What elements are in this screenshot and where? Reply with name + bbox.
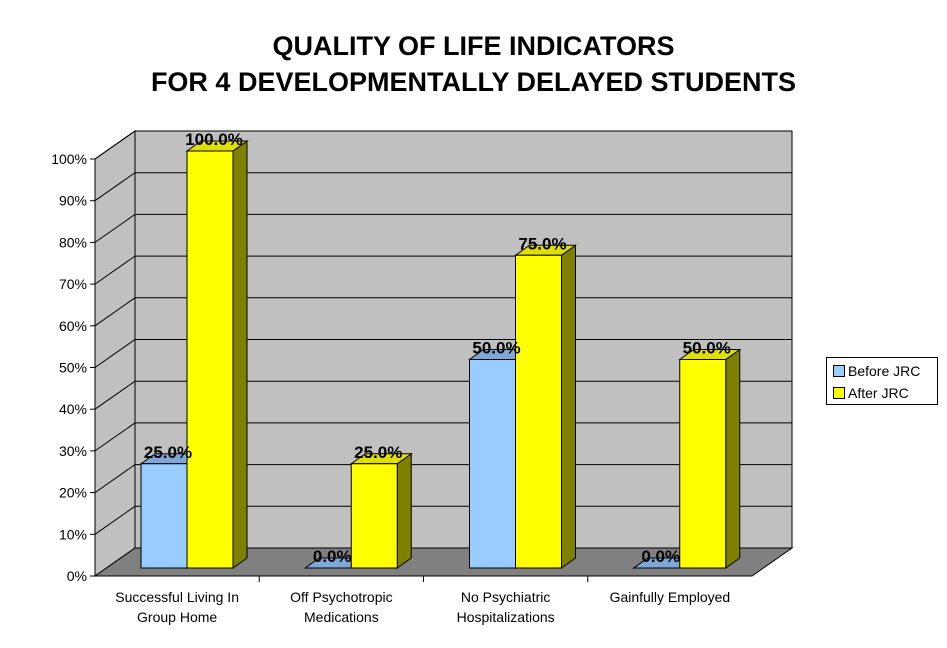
chart-title-line-1: QUALITY OF LIFE INDICATORS [272, 31, 675, 61]
bar-after-3 [678, 348, 742, 569]
data-label: 25.0% [354, 443, 402, 462]
bar-side [396, 452, 412, 569]
data-labels: 25.0% 100.0% 0.0% 25.0% 50.0% 75.0% 0.0% 50.0% [144, 130, 731, 566]
gridline [94, 172, 792, 202]
data-label: 50.0% [472, 339, 520, 358]
y-tick-label: 20% [59, 485, 87, 501]
y-tick-label: 40% [59, 401, 87, 417]
bar-side [232, 140, 248, 569]
bar-front [679, 359, 727, 569]
y-tick-label: 70% [59, 276, 87, 292]
legend-item-before: Before JRC [833, 361, 920, 381]
axes [90, 158, 752, 582]
legend-swatch-before [833, 365, 845, 377]
y-tick-label: 0% [67, 568, 87, 584]
y-tick-label: 80% [59, 234, 87, 250]
category-label: Hospitalizations [457, 609, 555, 625]
y-tick-label: 100% [51, 151, 87, 167]
data-label: 0.0% [313, 547, 352, 566]
bar-after-0 [185, 140, 249, 569]
bar-side [561, 244, 576, 569]
category-label: Group Home [137, 609, 217, 625]
bar-after-1 [349, 452, 413, 569]
gridline [94, 213, 792, 243]
category-labels: Successful Living In Group Home Off Psycho… [115, 589, 730, 625]
chart-title: QUALITY OF LIFE INDICATORS FOR 4 DEVELOP… [0, 28, 947, 100]
legend-item-after: After JRC [833, 383, 909, 403]
category-label: Off Psychotropic [290, 589, 392, 605]
y-tick-labels: 0% 10% 20% 30% 40% 50% 60% 70% 80% 90% 100% [51, 151, 87, 584]
y-tick-label: 90% [59, 193, 87, 209]
category-label: No Psychiatric [461, 589, 550, 605]
category-label: Medications [304, 609, 379, 625]
bar-front [469, 359, 516, 569]
bar-side [725, 348, 741, 569]
legend-swatch-after [833, 387, 845, 399]
data-label: 0.0% [641, 547, 680, 566]
chart-title-line-2: FOR 4 DEVELOPMENTALLY DELAYED STUDENTS [150, 67, 797, 97]
data-label: 25.0% [144, 443, 192, 462]
legend: Before JRC After JRC [826, 357, 938, 405]
data-label: 50.0% [683, 339, 731, 358]
data-label: 100.0% [185, 130, 243, 149]
category-label: Gainfully Employed [610, 589, 731, 605]
bar-front [350, 463, 398, 569]
bar-front [515, 254, 562, 569]
bar-front [140, 463, 188, 569]
legend-label-after: After JRC [848, 385, 909, 401]
bar-front [186, 150, 234, 569]
category-label: Successful Living In [115, 589, 239, 605]
bars [139, 140, 742, 569]
y-tick-label: 60% [59, 318, 87, 334]
bar-after-2 [513, 244, 578, 569]
gridline [94, 130, 792, 160]
y-tick-label: 10% [59, 526, 87, 542]
legend-label-before: Before JRC [848, 363, 921, 379]
data-label: 75.0% [518, 234, 566, 253]
y-tick-label: 50% [59, 360, 87, 376]
y-tick-label: 30% [59, 443, 87, 459]
